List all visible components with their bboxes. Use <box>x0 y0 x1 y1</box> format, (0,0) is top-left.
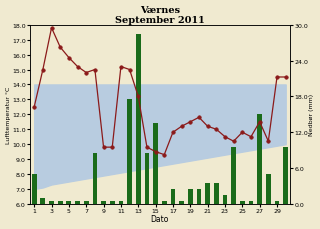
Y-axis label: Lufttemperatur °C: Lufttemperatur °C <box>5 86 11 143</box>
Bar <box>118 201 123 204</box>
Bar <box>205 183 210 204</box>
Y-axis label: Nedbør (mm): Nedbør (mm) <box>309 94 315 136</box>
Bar <box>67 201 71 204</box>
Bar <box>266 174 271 204</box>
Bar <box>188 189 193 204</box>
Bar <box>179 201 184 204</box>
Bar <box>101 201 106 204</box>
Bar <box>223 195 228 204</box>
Bar <box>283 147 288 204</box>
Bar <box>84 201 89 204</box>
Bar <box>231 147 236 204</box>
Bar <box>127 100 132 204</box>
Bar <box>110 201 115 204</box>
Bar <box>49 201 54 204</box>
Bar <box>249 201 253 204</box>
Bar <box>58 201 63 204</box>
Bar <box>240 201 245 204</box>
Bar <box>214 183 219 204</box>
Bar <box>136 35 141 204</box>
Bar <box>196 189 201 204</box>
Bar <box>257 115 262 204</box>
Bar <box>75 201 80 204</box>
Bar <box>41 198 45 204</box>
Bar <box>275 201 279 204</box>
Bar <box>162 201 167 204</box>
Bar <box>92 153 97 204</box>
Bar <box>145 153 149 204</box>
Bar <box>153 124 158 204</box>
Bar <box>32 174 36 204</box>
X-axis label: Dato: Dato <box>151 215 169 224</box>
Title: Værnes
September 2011: Værnes September 2011 <box>115 5 205 25</box>
Bar <box>171 189 175 204</box>
